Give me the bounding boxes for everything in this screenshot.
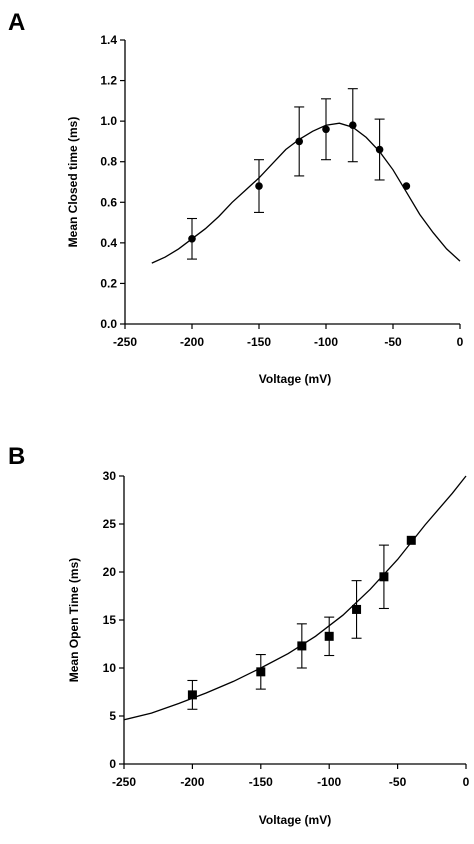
panel-b-x-tick-label: 0 bbox=[463, 775, 470, 789]
panel-a-x-tick-label: -100 bbox=[314, 335, 338, 349]
panel-a-data-point bbox=[349, 121, 357, 129]
panel-a-y-tick-label: 0.0 bbox=[100, 317, 117, 331]
panel-a-data-point bbox=[322, 125, 330, 134]
panel-a-data-point bbox=[188, 235, 196, 243]
panel-b-x-tick-label: -250 bbox=[112, 775, 136, 789]
panel-a-x-tick-label: -50 bbox=[384, 335, 402, 349]
panel-a-data-point bbox=[402, 182, 411, 190]
panel-b-x-tick-label: -100 bbox=[317, 775, 341, 789]
panel-b-y-tick-label: 10 bbox=[103, 661, 117, 675]
panel-b-data-point bbox=[379, 572, 389, 582]
panel-a-y-tick-label: 0.2 bbox=[100, 276, 117, 290]
panel-b-data-point bbox=[352, 604, 362, 614]
panel-a-y-tick-label: 0.8 bbox=[100, 155, 117, 169]
panel-a-y-tick-label: 1.2 bbox=[100, 74, 117, 88]
panel-a-data-point bbox=[375, 145, 384, 154]
panel-b-fit-curve bbox=[123, 475, 467, 721]
panel-a-y-tick-label: 1.0 bbox=[100, 114, 117, 128]
panel-b-y-tick-label: 5 bbox=[109, 709, 116, 723]
panel-b-x-axis-label: Voltage (mV) bbox=[259, 813, 331, 827]
panel-a-x-tick-label: -250 bbox=[113, 335, 137, 349]
panel-a-y-tick-label: 0.6 bbox=[100, 195, 117, 209]
panel-b: B Voltage (mV) Mean Open Time (ms) 0 5 10 1… bbox=[8, 443, 470, 827]
panel-b-data-point bbox=[406, 535, 416, 545]
panel-a-fit-curve bbox=[151, 122, 461, 264]
panel-a-y-tick-label: 0.4 bbox=[100, 236, 117, 250]
panel-a-y-tick-label: 1.4 bbox=[100, 33, 117, 47]
panel-a-x-tick-label: -200 bbox=[180, 335, 204, 349]
panel-b-y-tick-label: 20 bbox=[103, 565, 117, 579]
panel-b-data-point bbox=[324, 631, 334, 641]
panel-b-data-point bbox=[187, 690, 197, 700]
panel-b-x-tick-label: -50 bbox=[389, 775, 407, 789]
panel-a-x-tick-label: 0 bbox=[457, 335, 464, 349]
panel-b-x-tick-label: -150 bbox=[249, 775, 273, 789]
panel-a-y-axis-label: Mean Closed time (ms) bbox=[66, 117, 80, 248]
panel-b-y-tick-label: 30 bbox=[103, 469, 117, 483]
panel-b-y-axis-label: Mean Open Time (ms) bbox=[67, 558, 81, 682]
panel-b-data-point bbox=[256, 667, 266, 677]
panel-a-label: A bbox=[8, 9, 25, 36]
panel-b-y-tick-label: 25 bbox=[103, 517, 117, 531]
panel-a-data-point bbox=[295, 137, 304, 146]
panel-a-data-point bbox=[255, 182, 263, 190]
panel-b-y-tick-label: 15 bbox=[103, 613, 117, 627]
panel-b-data-point bbox=[297, 641, 307, 651]
panel-b-label: B bbox=[8, 443, 25, 470]
panel-a: A Voltage (mV) Mean Closed time (ms) 0.0… bbox=[8, 9, 464, 386]
panel-b-x-tick-label: -200 bbox=[180, 775, 204, 789]
panel-a-x-tick-label: -150 bbox=[247, 335, 271, 349]
panel-b-y-tick-label: 0 bbox=[109, 757, 116, 771]
panel-a-x-axis-label: Voltage (mV) bbox=[259, 372, 331, 386]
